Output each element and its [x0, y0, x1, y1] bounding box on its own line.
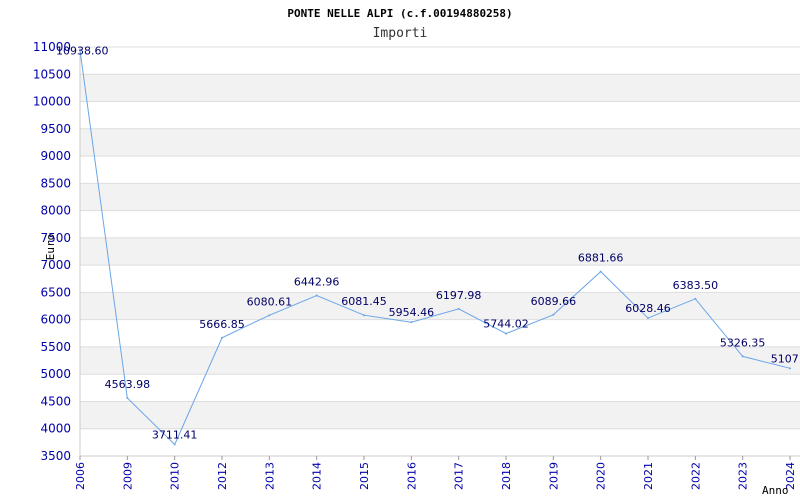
- data-label: 5744.02: [483, 318, 529, 331]
- grid-band: [80, 292, 800, 320]
- x-tick-label: 2016: [405, 462, 418, 490]
- data-label: 6383.50: [673, 279, 719, 292]
- y-tick-label: 8500: [40, 176, 71, 190]
- data-point: [599, 270, 602, 273]
- y-tick-label: 5000: [40, 367, 71, 381]
- data-label: 3711.41: [152, 428, 198, 441]
- data-point: [126, 396, 129, 399]
- y-tick-label: 10500: [33, 67, 71, 81]
- x-tick-label: 2012: [216, 462, 229, 490]
- y-axis-ticks: 3500 4000 4500 5000 5500 6000 6500 7000 7500 8000…: [33, 40, 71, 463]
- data-label: 6028.46: [625, 302, 671, 315]
- x-tick-label: 2024: [784, 462, 797, 490]
- y-tick-label: 6500: [40, 285, 71, 299]
- x-tick-label: 2021: [642, 462, 655, 490]
- x-tick-label: 2015: [358, 462, 371, 490]
- data-point: [457, 307, 460, 310]
- data-label: 5326.35: [720, 336, 766, 349]
- grid-band: [80, 210, 800, 238]
- grid-band: [80, 47, 800, 75]
- data-point: [221, 336, 223, 339]
- x-tick-label: 2010: [169, 462, 182, 490]
- chart-title: PONTE NELLE ALPI (c.f.00194880258): [287, 7, 512, 20]
- y-tick-label: 8000: [40, 204, 71, 218]
- grid-band: [80, 128, 800, 157]
- data-label: 4563.98: [105, 378, 151, 391]
- grid-band: [80, 265, 800, 293]
- grid-band: [80, 237, 800, 266]
- data-label: 5954.46: [389, 306, 435, 319]
- data-labels: 10938.60 4563.98 3711.41 5666.856080.616442…: [56, 44, 800, 446]
- data-point: [789, 367, 791, 370]
- grid-band: [80, 101, 800, 129]
- y-axis-label: Euro: [44, 234, 57, 261]
- data-label: 6881.66: [578, 252, 624, 265]
- y-tick-label: 9500: [40, 122, 71, 136]
- data-point: [647, 317, 649, 320]
- plot-bands: [80, 47, 800, 456]
- grid-band: [80, 374, 800, 402]
- x-axis-ticks: 2006 2009 2010 2012 2013 2014 2015 2016 2017 2018…: [74, 456, 797, 490]
- grid-band: [80, 401, 800, 429]
- x-tick-label: 2017: [453, 462, 466, 490]
- data-point: [552, 313, 555, 316]
- y-tick-label: 4000: [40, 422, 71, 436]
- data-label: 6197.98: [436, 289, 482, 302]
- data-point: [173, 443, 176, 446]
- y-tick-label: 7000: [40, 258, 71, 272]
- data-point: [505, 332, 507, 335]
- data-point: [315, 294, 318, 297]
- x-tick-label: 2013: [263, 462, 276, 490]
- data-label: 6081.45: [341, 295, 387, 308]
- data-point: [741, 355, 744, 358]
- data-label: 5666.85: [199, 318, 245, 331]
- grid-band: [80, 346, 800, 375]
- data-point: [694, 297, 697, 300]
- data-label: 10938.60: [56, 44, 109, 57]
- data-point: [268, 314, 271, 317]
- y-tick-label: 11000: [33, 40, 71, 54]
- data-point: [79, 49, 81, 52]
- grid-band: [80, 319, 800, 347]
- data-label: 5107.7: [771, 352, 800, 365]
- x-tick-label: 2022: [689, 462, 702, 490]
- x-tick-label: 2020: [595, 462, 608, 490]
- x-tick-label: 2023: [737, 462, 750, 490]
- y-tick-label: 6000: [40, 313, 71, 327]
- y-tick-label: 4500: [40, 394, 71, 408]
- grid-band: [80, 74, 800, 102]
- y-tick-label: 10000: [33, 95, 71, 109]
- series-line: [79, 50, 791, 446]
- y-tick-label: 9000: [40, 149, 71, 163]
- y-tick-label: 5500: [40, 340, 71, 354]
- data-label: 6442.96: [294, 276, 340, 289]
- data-label: 6080.61: [247, 295, 293, 308]
- x-tick-label: 2009: [121, 462, 134, 490]
- x-tick-label: 2014: [311, 462, 324, 490]
- data-label: 6089.66: [531, 295, 577, 308]
- chart-subtitle: Importi: [373, 26, 428, 41]
- data-point: [410, 321, 413, 324]
- gridlines: [79, 46, 800, 457]
- x-axis-label: Anno: [762, 484, 789, 497]
- grid-band: [80, 183, 800, 211]
- grid-band: [80, 428, 800, 456]
- x-tick-label: 2019: [547, 462, 560, 490]
- x-tick-label: 2006: [74, 462, 87, 490]
- data-point: [363, 314, 365, 317]
- x-tick-label: 2018: [500, 462, 513, 490]
- grid-band: [80, 156, 800, 184]
- y-tick-label: 7500: [40, 231, 71, 245]
- y-tick-label: 3500: [40, 449, 71, 463]
